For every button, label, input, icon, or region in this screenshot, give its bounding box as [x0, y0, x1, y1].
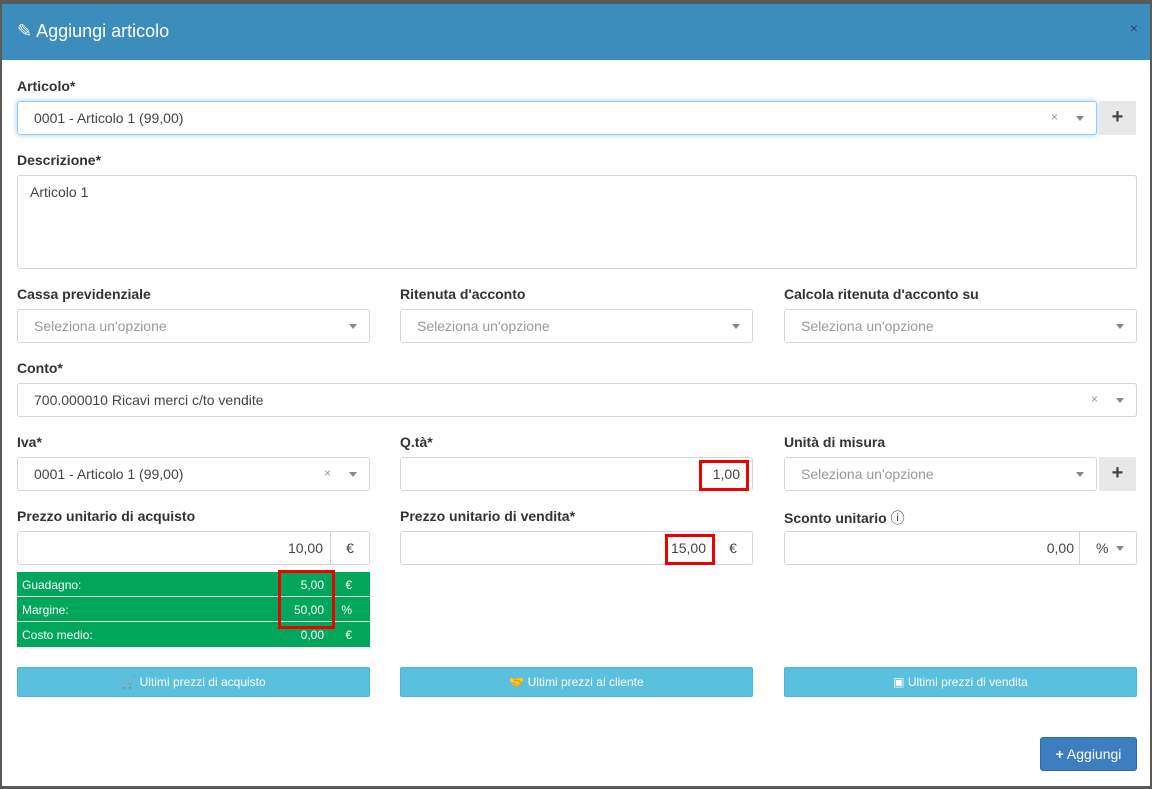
clear-icon[interactable]: ×: [1090, 392, 1098, 406]
cart-icon: 🛒: [121, 675, 137, 689]
summary-key: Guadagno:: [22, 578, 82, 592]
highlight-box: [699, 460, 749, 491]
chevron-down-icon: [1076, 472, 1084, 477]
add-article-modal: ✎ Aggiungi articolo × Articolo* 0001 - A…: [2, 4, 1150, 786]
calcola-select[interactable]: Seleziona un'opzione: [784, 309, 1137, 343]
calcola-placeholder: Seleziona un'opzione: [801, 318, 934, 334]
acquisto-input[interactable]: 10,00 €: [17, 531, 370, 565]
calcola-label: Calcola ritenuta d'acconto su: [784, 286, 979, 302]
summary-row: Costo medio: 0,00 €: [17, 622, 370, 647]
iva-value: 0001 - Articolo 1 (99,00): [34, 466, 184, 482]
modal-title: ✎ Aggiungi articolo: [17, 21, 169, 42]
summary-value: 5,00: [300, 578, 324, 592]
sconto-label: Sconto unitario ⓘ: [784, 508, 905, 528]
qta-value: 1,00: [712, 466, 740, 482]
qta-input[interactable]: 1,00: [400, 457, 753, 491]
euro-addon: €: [330, 532, 369, 564]
chevron-down-icon: [349, 324, 357, 329]
unit-value: %: [1096, 540, 1109, 556]
descrizione-textarea[interactable]: Articolo 1: [17, 175, 1137, 269]
acquisto-label: Prezzo unitario di acquisto: [17, 508, 196, 524]
ultimi-prezzi-cliente-button[interactable]: 🤝 Ultimi prezzi al cliente: [400, 667, 753, 697]
qta-label: Q.tà*: [400, 434, 433, 450]
highlight-box: [665, 534, 715, 565]
descrizione-label: Descrizione*: [17, 152, 102, 168]
cassa-select[interactable]: Seleziona un'opzione: [17, 309, 370, 343]
vendita-value: 15,00: [670, 540, 706, 556]
chevron-down-icon: [1116, 324, 1124, 329]
add-um-button[interactable]: +: [1099, 457, 1136, 491]
um-placeholder: Seleziona un'opzione: [801, 466, 934, 482]
modal-title-text: Aggiungi articolo: [36, 21, 170, 41]
summary-unit: %: [341, 603, 352, 617]
chevron-down-icon: [1116, 546, 1124, 551]
summary-unit: €: [345, 628, 352, 642]
unit-select[interactable]: %: [1079, 532, 1136, 564]
conto-label: Conto*: [17, 360, 63, 376]
clear-icon[interactable]: ×: [323, 466, 331, 480]
modal-header: ✎ Aggiungi articolo ×: [2, 4, 1150, 60]
aggiungi-button[interactable]: + Aggiungi: [1040, 737, 1137, 771]
money-icon: ▣: [893, 675, 905, 689]
um-label: Unità di misura: [784, 434, 886, 450]
button-label: Ultimi prezzi di acquisto: [139, 675, 266, 689]
summary-row: Guadagno: 5,00 €: [17, 572, 370, 597]
sconto-label-text: Sconto unitario: [784, 510, 887, 526]
summary-value: 0,00: [300, 628, 324, 642]
button-label: Ultimi prezzi al cliente: [527, 675, 644, 689]
ritenuta-label: Ritenuta d'acconto: [400, 286, 526, 302]
ultimi-prezzi-vendita-button[interactable]: ▣ Ultimi prezzi di vendita: [784, 667, 1137, 697]
summary-row: Margine: 50,00%: [17, 597, 370, 622]
ritenuta-placeholder: Seleziona un'opzione: [417, 318, 550, 334]
sconto-input[interactable]: 0,00%: [784, 531, 1137, 565]
articolo-label: Articolo*: [17, 78, 76, 94]
articolo-select[interactable]: 0001 - Articolo 1 (99,00) ×: [17, 101, 1097, 135]
summary-unit: €: [345, 578, 352, 592]
articolo-value: 0001 - Articolo 1 (99,00): [34, 110, 184, 126]
summary-key: Costo medio:: [22, 628, 93, 642]
clear-icon[interactable]: ×: [1050, 110, 1058, 124]
sconto-value: 0,00: [1046, 540, 1074, 556]
chevron-down-icon: [349, 472, 357, 477]
cassa-placeholder: Seleziona un'opzione: [34, 318, 167, 334]
add-articolo-button[interactable]: +: [1099, 101, 1136, 135]
conto-select[interactable]: 700.000010 Ricavi merci c/to vendite ×: [17, 383, 1137, 417]
chevron-down-icon: [1076, 116, 1084, 121]
ultimi-prezzi-acquisto-button[interactable]: 🛒 Ultimi prezzi di acquisto: [17, 667, 370, 697]
close-button[interactable]: ×: [1129, 20, 1138, 36]
acquisto-value: 10,00: [287, 540, 323, 556]
iva-select[interactable]: 0001 - Articolo 1 (99,00) ×: [17, 457, 370, 491]
handshake-icon: 🤝: [509, 675, 525, 689]
euro-addon: €: [713, 532, 752, 564]
plus-icon: +: [1055, 746, 1064, 762]
ritenuta-select[interactable]: Seleziona un'opzione: [400, 309, 753, 343]
highlight-box: [278, 570, 335, 629]
button-label: Aggiungi: [1066, 746, 1122, 762]
margin-summary: Guadagno: 5,00 € Margine: 50,00% Costo medi…: [17, 572, 370, 647]
help-icon[interactable]: ⓘ: [890, 510, 905, 526]
vendita-label: Prezzo unitario di vendita*: [400, 508, 576, 524]
cassa-label: Cassa previdenziale: [17, 286, 151, 302]
chevron-down-icon: [732, 324, 740, 329]
pencil-icon: ✎: [17, 21, 33, 41]
chevron-down-icon: [1116, 398, 1124, 403]
button-label: Ultimi prezzi di vendita: [907, 675, 1028, 689]
summary-value: 50,00: [293, 603, 324, 617]
conto-value: 700.000010 Ricavi merci c/to vendite: [34, 392, 264, 408]
iva-label: Iva*: [17, 434, 42, 450]
vendita-input[interactable]: 15,00 €: [400, 531, 753, 565]
um-select[interactable]: Seleziona un'opzione: [784, 457, 1097, 491]
summary-key: Margine:: [22, 603, 69, 617]
